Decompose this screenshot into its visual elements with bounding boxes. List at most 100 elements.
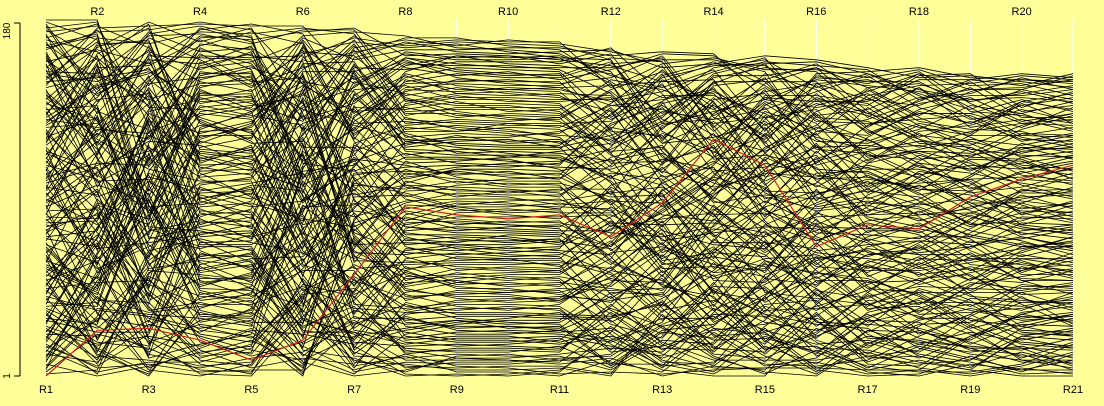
series-line	[45, 164, 1074, 377]
series-line	[45, 160, 1074, 377]
series-line	[45, 45, 1074, 279]
series-line	[45, 51, 1074, 300]
series-line	[45, 43, 1074, 349]
series-line	[45, 55, 1074, 326]
series-line	[45, 152, 1074, 373]
series-line	[45, 33, 1074, 311]
series-line	[45, 204, 1073, 363]
series-line	[45, 53, 1074, 287]
series-line	[45, 115, 1074, 228]
axis-label-r17: R17	[858, 384, 878, 396]
highlighted-series-line	[45, 138, 1074, 377]
series-line	[45, 45, 1074, 216]
series-line	[45, 27, 1074, 228]
series-line	[45, 68, 1074, 349]
series-line	[45, 85, 1074, 184]
series-line	[45, 291, 1074, 369]
series-line	[45, 75, 1074, 283]
series-line	[45, 111, 1074, 377]
series-line	[45, 82, 1074, 285]
series-line	[45, 69, 1074, 256]
axis-label-r9: R9	[450, 384, 464, 396]
series-line	[45, 98, 1073, 355]
series-line	[46, 19, 1074, 373]
series-line	[45, 63, 1074, 333]
series-line	[45, 21, 1074, 377]
axis-label-r12: R12	[601, 6, 621, 18]
series-line	[45, 81, 1074, 377]
series-line	[45, 63, 1073, 367]
series-line	[45, 41, 1074, 176]
series-line	[45, 222, 1074, 375]
y-axis: 180 1	[2, 22, 21, 379]
series-line	[45, 59, 1074, 375]
axis-label-r1: R1	[39, 384, 53, 396]
series-line	[45, 89, 1074, 373]
series-line	[45, 258, 1073, 373]
series-line	[45, 37, 1074, 293]
series-line	[45, 23, 1074, 150]
axis-label-r8: R8	[398, 6, 412, 18]
series-line	[45, 55, 1074, 192]
series-line	[45, 69, 1074, 283]
series-line	[45, 41, 1074, 142]
axis-label-r21: R21	[1063, 384, 1083, 396]
series-line	[45, 81, 1074, 325]
series-line	[45, 49, 1074, 371]
series-line	[45, 73, 1074, 274]
series-line	[45, 97, 1074, 369]
series-line	[45, 288, 1074, 369]
series-line	[45, 116, 1074, 371]
highlight-lines	[45, 138, 1074, 377]
series-line	[45, 31, 1074, 136]
series-line	[45, 93, 1074, 301]
series-line	[45, 126, 1074, 359]
axis-label-r14: R14	[703, 6, 723, 18]
series-line	[45, 27, 1074, 295]
axis-label-r20: R20	[1012, 6, 1032, 18]
series-line	[45, 57, 1074, 236]
axis-label-r13: R13	[652, 384, 672, 396]
series-line	[45, 39, 1074, 270]
axis-label-r11: R11	[550, 384, 569, 396]
series-line	[45, 241, 1073, 377]
series-line	[45, 86, 1074, 351]
series-line	[45, 53, 1074, 188]
series-line	[45, 43, 1074, 240]
series-line	[45, 105, 1074, 377]
series-line	[45, 51, 1074, 226]
series-line	[45, 188, 1074, 375]
series-line	[45, 75, 1074, 266]
series-line	[45, 254, 1074, 369]
series-line	[45, 88, 1074, 373]
series-line	[45, 88, 1073, 351]
axis-label-r5: R5	[244, 384, 258, 396]
series-line	[45, 61, 1074, 301]
series-line	[45, 23, 1074, 222]
series-line	[45, 37, 1074, 342]
series-line	[45, 248, 1074, 367]
series-line	[45, 89, 1074, 316]
series-line	[45, 23, 1074, 367]
series-line	[45, 218, 1074, 373]
series-line	[45, 25, 1074, 195]
y-axis-tick-label-min: 1	[2, 373, 13, 379]
series-line	[45, 91, 1074, 375]
series-line	[45, 214, 1074, 375]
series-line	[45, 64, 1074, 214]
series-line	[45, 39, 1074, 226]
series-line	[45, 75, 1074, 339]
series-line	[45, 166, 1074, 359]
series-line	[45, 47, 1074, 260]
series-line	[45, 75, 1074, 363]
series-line	[45, 37, 1074, 180]
series-line	[45, 256, 1074, 377]
axis-label-r6: R6	[296, 6, 310, 18]
series-line	[45, 136, 1074, 358]
axis-label-r18: R18	[909, 6, 929, 18]
axis-label-r4: R4	[193, 6, 207, 18]
series-line	[45, 65, 1073, 335]
axis-label-r16: R16	[806, 6, 826, 18]
